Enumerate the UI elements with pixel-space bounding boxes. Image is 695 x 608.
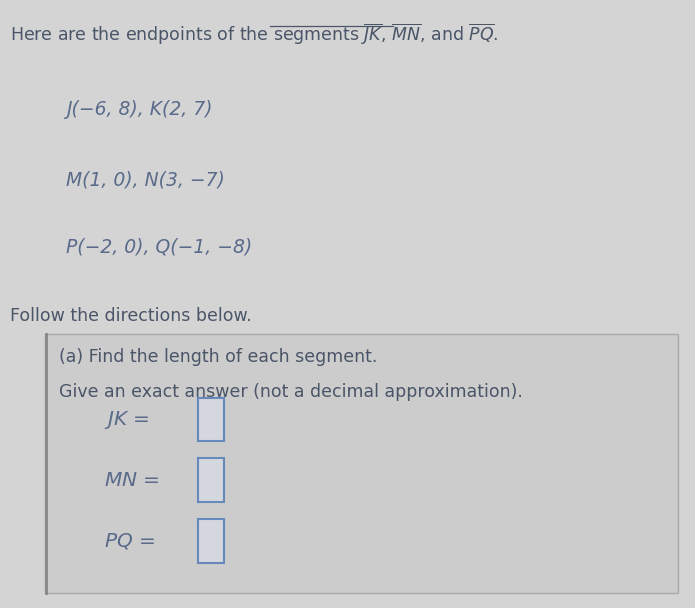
Text: J(−6, 8), K(2, 7): J(−6, 8), K(2, 7) xyxy=(66,100,213,119)
Text: $\mathit{MN}$ =: $\mathit{MN}$ = xyxy=(104,471,160,490)
Text: Give an exact answer (not a decimal approximation).: Give an exact answer (not a decimal appr… xyxy=(59,383,523,401)
Text: Follow the directions below.: Follow the directions below. xyxy=(10,307,252,325)
FancyBboxPatch shape xyxy=(198,458,224,502)
Text: Here are the endpoints of the segments $\overline{JK}$, $\overline{MN}$, and $\o: Here are the endpoints of the segments $… xyxy=(10,21,499,47)
FancyBboxPatch shape xyxy=(198,398,224,441)
Text: $\mathit{PQ}$ =: $\mathit{PQ}$ = xyxy=(104,531,156,551)
Text: M(1, 0), N(3, −7): M(1, 0), N(3, −7) xyxy=(66,170,225,189)
FancyBboxPatch shape xyxy=(45,334,678,593)
FancyBboxPatch shape xyxy=(198,519,224,563)
Text: P(−2, 0), Q(−1, −8): P(−2, 0), Q(−1, −8) xyxy=(66,237,252,256)
Text: (a) Find the length of each segment.: (a) Find the length of each segment. xyxy=(59,348,377,366)
Text: $\mathit{JK}$ =: $\mathit{JK}$ = xyxy=(104,409,150,430)
